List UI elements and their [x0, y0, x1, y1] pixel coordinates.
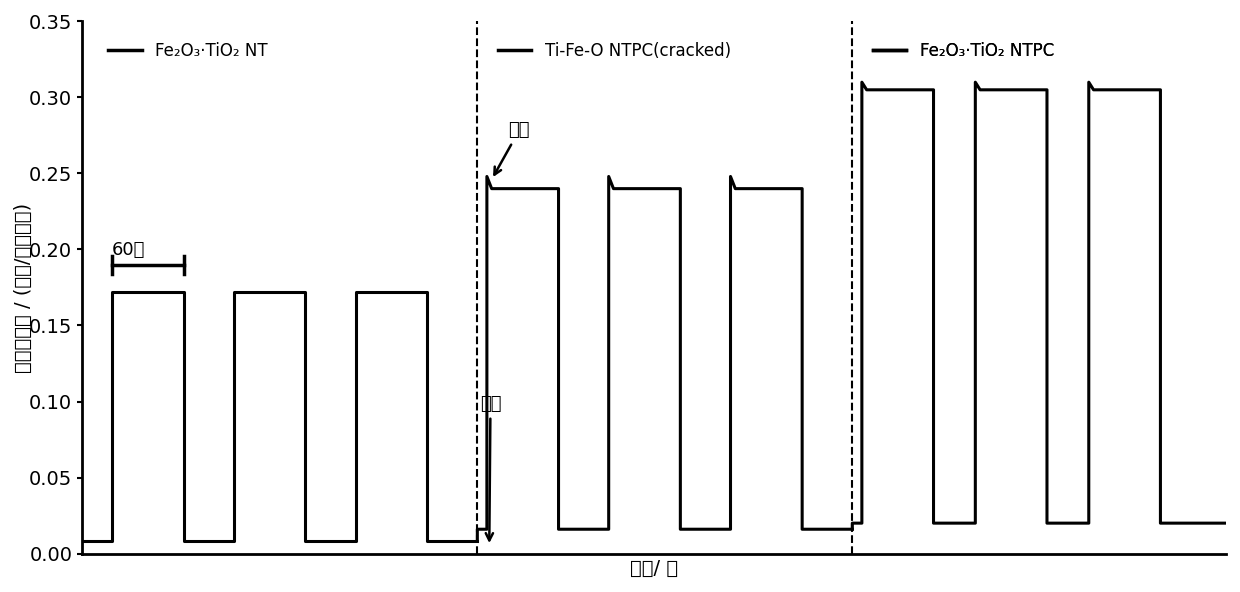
- Y-axis label: 光电流密度 / (毫安/平方厘米): 光电流密度 / (毫安/平方厘米): [14, 202, 33, 372]
- Text: 60秒: 60秒: [112, 240, 145, 259]
- X-axis label: 时间/ 秒: 时间/ 秒: [630, 559, 678, 578]
- Legend: Fe₂O₃·TiO₂ NTPC: Fe₂O₃·TiO₂ NTPC: [867, 35, 1060, 66]
- Text: 关灯: 关灯: [495, 121, 529, 175]
- Text: 开灯: 开灯: [480, 395, 501, 540]
